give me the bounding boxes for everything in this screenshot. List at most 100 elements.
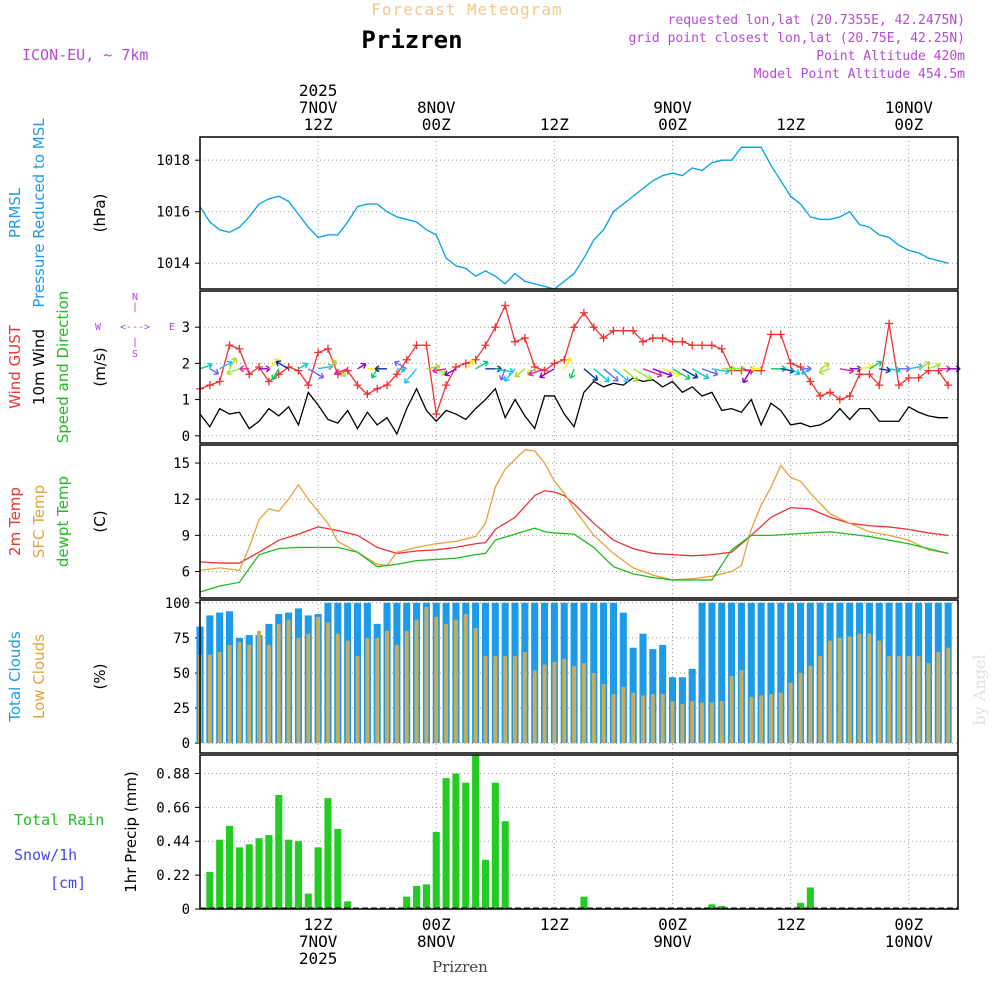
panel-frame xyxy=(199,754,959,910)
gust-marker xyxy=(845,391,854,400)
bar-low-clouds xyxy=(729,675,734,744)
wind-direction-arrow xyxy=(801,368,811,375)
gust-marker xyxy=(422,341,431,350)
left-label: Total Clouds xyxy=(6,631,24,723)
left-label: 2m Temp xyxy=(6,487,24,556)
wind-arrowhead xyxy=(393,360,400,367)
y-axis-label: (m/s) xyxy=(91,347,109,386)
panel-precip: 0 0.22 0.44 0.66 0.88 Total Rain Snow/1h [cm] 1h… xyxy=(14,754,959,918)
gust-marker xyxy=(353,381,362,390)
wind-arrowhead xyxy=(568,373,576,379)
compass-e: E xyxy=(169,322,175,333)
wind-arrowhead xyxy=(374,365,380,373)
bar-total-rain xyxy=(472,755,480,909)
gust-marker xyxy=(796,363,805,371)
wind-direction-arrow xyxy=(691,368,709,379)
footer-location: Prizren xyxy=(432,958,488,976)
wind-arrowhead xyxy=(604,376,610,383)
bar-total-rain xyxy=(708,904,716,909)
bar-low-clouds xyxy=(306,633,311,744)
wind-arrowhead xyxy=(504,376,510,382)
gust-marker xyxy=(786,359,795,368)
wind-direction-arrow xyxy=(199,363,213,370)
y-tick-label: 1014 xyxy=(156,256,190,272)
y-axis-label: (hPa) xyxy=(91,194,109,233)
bar-low-clouds xyxy=(650,694,655,744)
bar-low-clouds xyxy=(867,633,872,744)
gust-marker xyxy=(766,330,775,339)
y-axis-label: 1hr Precip (mm) xyxy=(122,771,140,892)
bar-low-clouds xyxy=(414,619,419,744)
wind-direction-arrow xyxy=(742,368,752,384)
top-time-label: 00Z xyxy=(422,115,451,134)
bar-low-clouds xyxy=(375,637,380,744)
wind-direction-arrow xyxy=(888,368,901,372)
compass-s: S xyxy=(132,349,138,360)
wind-direction-arrow xyxy=(908,365,924,370)
bar-low-clouds xyxy=(670,701,675,744)
left-label: Wind GUST xyxy=(6,324,24,409)
gust-marker xyxy=(235,344,244,353)
line-dewpt-temp xyxy=(199,527,949,593)
wind-direction-arrow xyxy=(334,368,348,375)
wind-arrowhead xyxy=(794,369,801,376)
bar-low-clouds xyxy=(581,663,586,744)
wind-arrowhead xyxy=(444,370,450,377)
bar-low-clouds xyxy=(562,658,567,744)
compass-w: W xyxy=(95,322,102,333)
bar-low-clouds xyxy=(769,694,773,744)
bar-low-clouds xyxy=(552,661,557,744)
wind-arrowhead xyxy=(334,368,340,376)
bar-low-clouds xyxy=(936,651,941,744)
wind-arrowhead xyxy=(528,370,534,377)
wind-direction-arrow xyxy=(818,368,831,374)
gust-marker xyxy=(432,410,441,419)
bar-low-clouds xyxy=(946,647,951,744)
bar-total-clouds xyxy=(619,612,627,744)
location-title: Prizren xyxy=(361,26,462,54)
wind-arrowhead xyxy=(318,372,325,379)
gust-marker xyxy=(629,326,638,335)
wind-direction-arrow xyxy=(228,357,237,370)
bar-total-rain xyxy=(580,896,588,909)
gust-marker xyxy=(343,366,352,375)
wind-arrowhead xyxy=(360,362,367,369)
wind-direction-arrow xyxy=(357,363,367,370)
wind-direction-arrow xyxy=(632,368,652,380)
bar-low-clouds xyxy=(818,656,823,744)
gust-marker xyxy=(668,337,677,346)
bar-low-clouds xyxy=(798,672,803,744)
wind-arrowhead xyxy=(482,360,489,367)
bar-low-clouds xyxy=(434,616,439,744)
compass-axis: <---> xyxy=(120,322,150,333)
wind-arrowhead xyxy=(692,372,699,379)
bottom-time-label: 12Z xyxy=(776,915,805,934)
left-label: PRMSL xyxy=(6,187,24,238)
wind-arrowhead xyxy=(885,366,891,374)
gust-marker xyxy=(304,381,313,390)
bar-total-rain xyxy=(324,798,332,909)
bar-total-rain xyxy=(285,839,293,909)
y-axis-label: (%) xyxy=(91,664,109,690)
wind-arrowhead xyxy=(565,357,572,363)
wind-arrowhead xyxy=(271,374,278,381)
wind-arrowhead xyxy=(468,359,475,366)
panel-pressure: 1014 1016 1018 PRMSL Pressure Reduced to MSL… xyxy=(6,118,959,308)
gust-marker xyxy=(215,377,224,386)
bar-low-clouds xyxy=(404,630,409,744)
top-time-label: 00Z xyxy=(894,115,923,134)
gust-marker xyxy=(392,370,401,379)
wind-direction-arrow xyxy=(593,368,610,383)
bar-low-clouds xyxy=(591,672,596,744)
wind-arrowhead xyxy=(895,366,901,374)
gust-marker xyxy=(501,301,510,310)
wind-direction-arrow xyxy=(209,368,219,375)
bar-total-rain xyxy=(501,821,509,909)
bar-low-clouds xyxy=(700,702,705,744)
wind-arrowhead xyxy=(226,360,233,367)
wind-direction-arrow xyxy=(642,368,663,377)
wind-arrowhead xyxy=(612,375,619,382)
top-time-label: 00Z xyxy=(658,115,687,134)
panel-frame xyxy=(199,444,959,599)
gust-marker xyxy=(638,337,647,346)
